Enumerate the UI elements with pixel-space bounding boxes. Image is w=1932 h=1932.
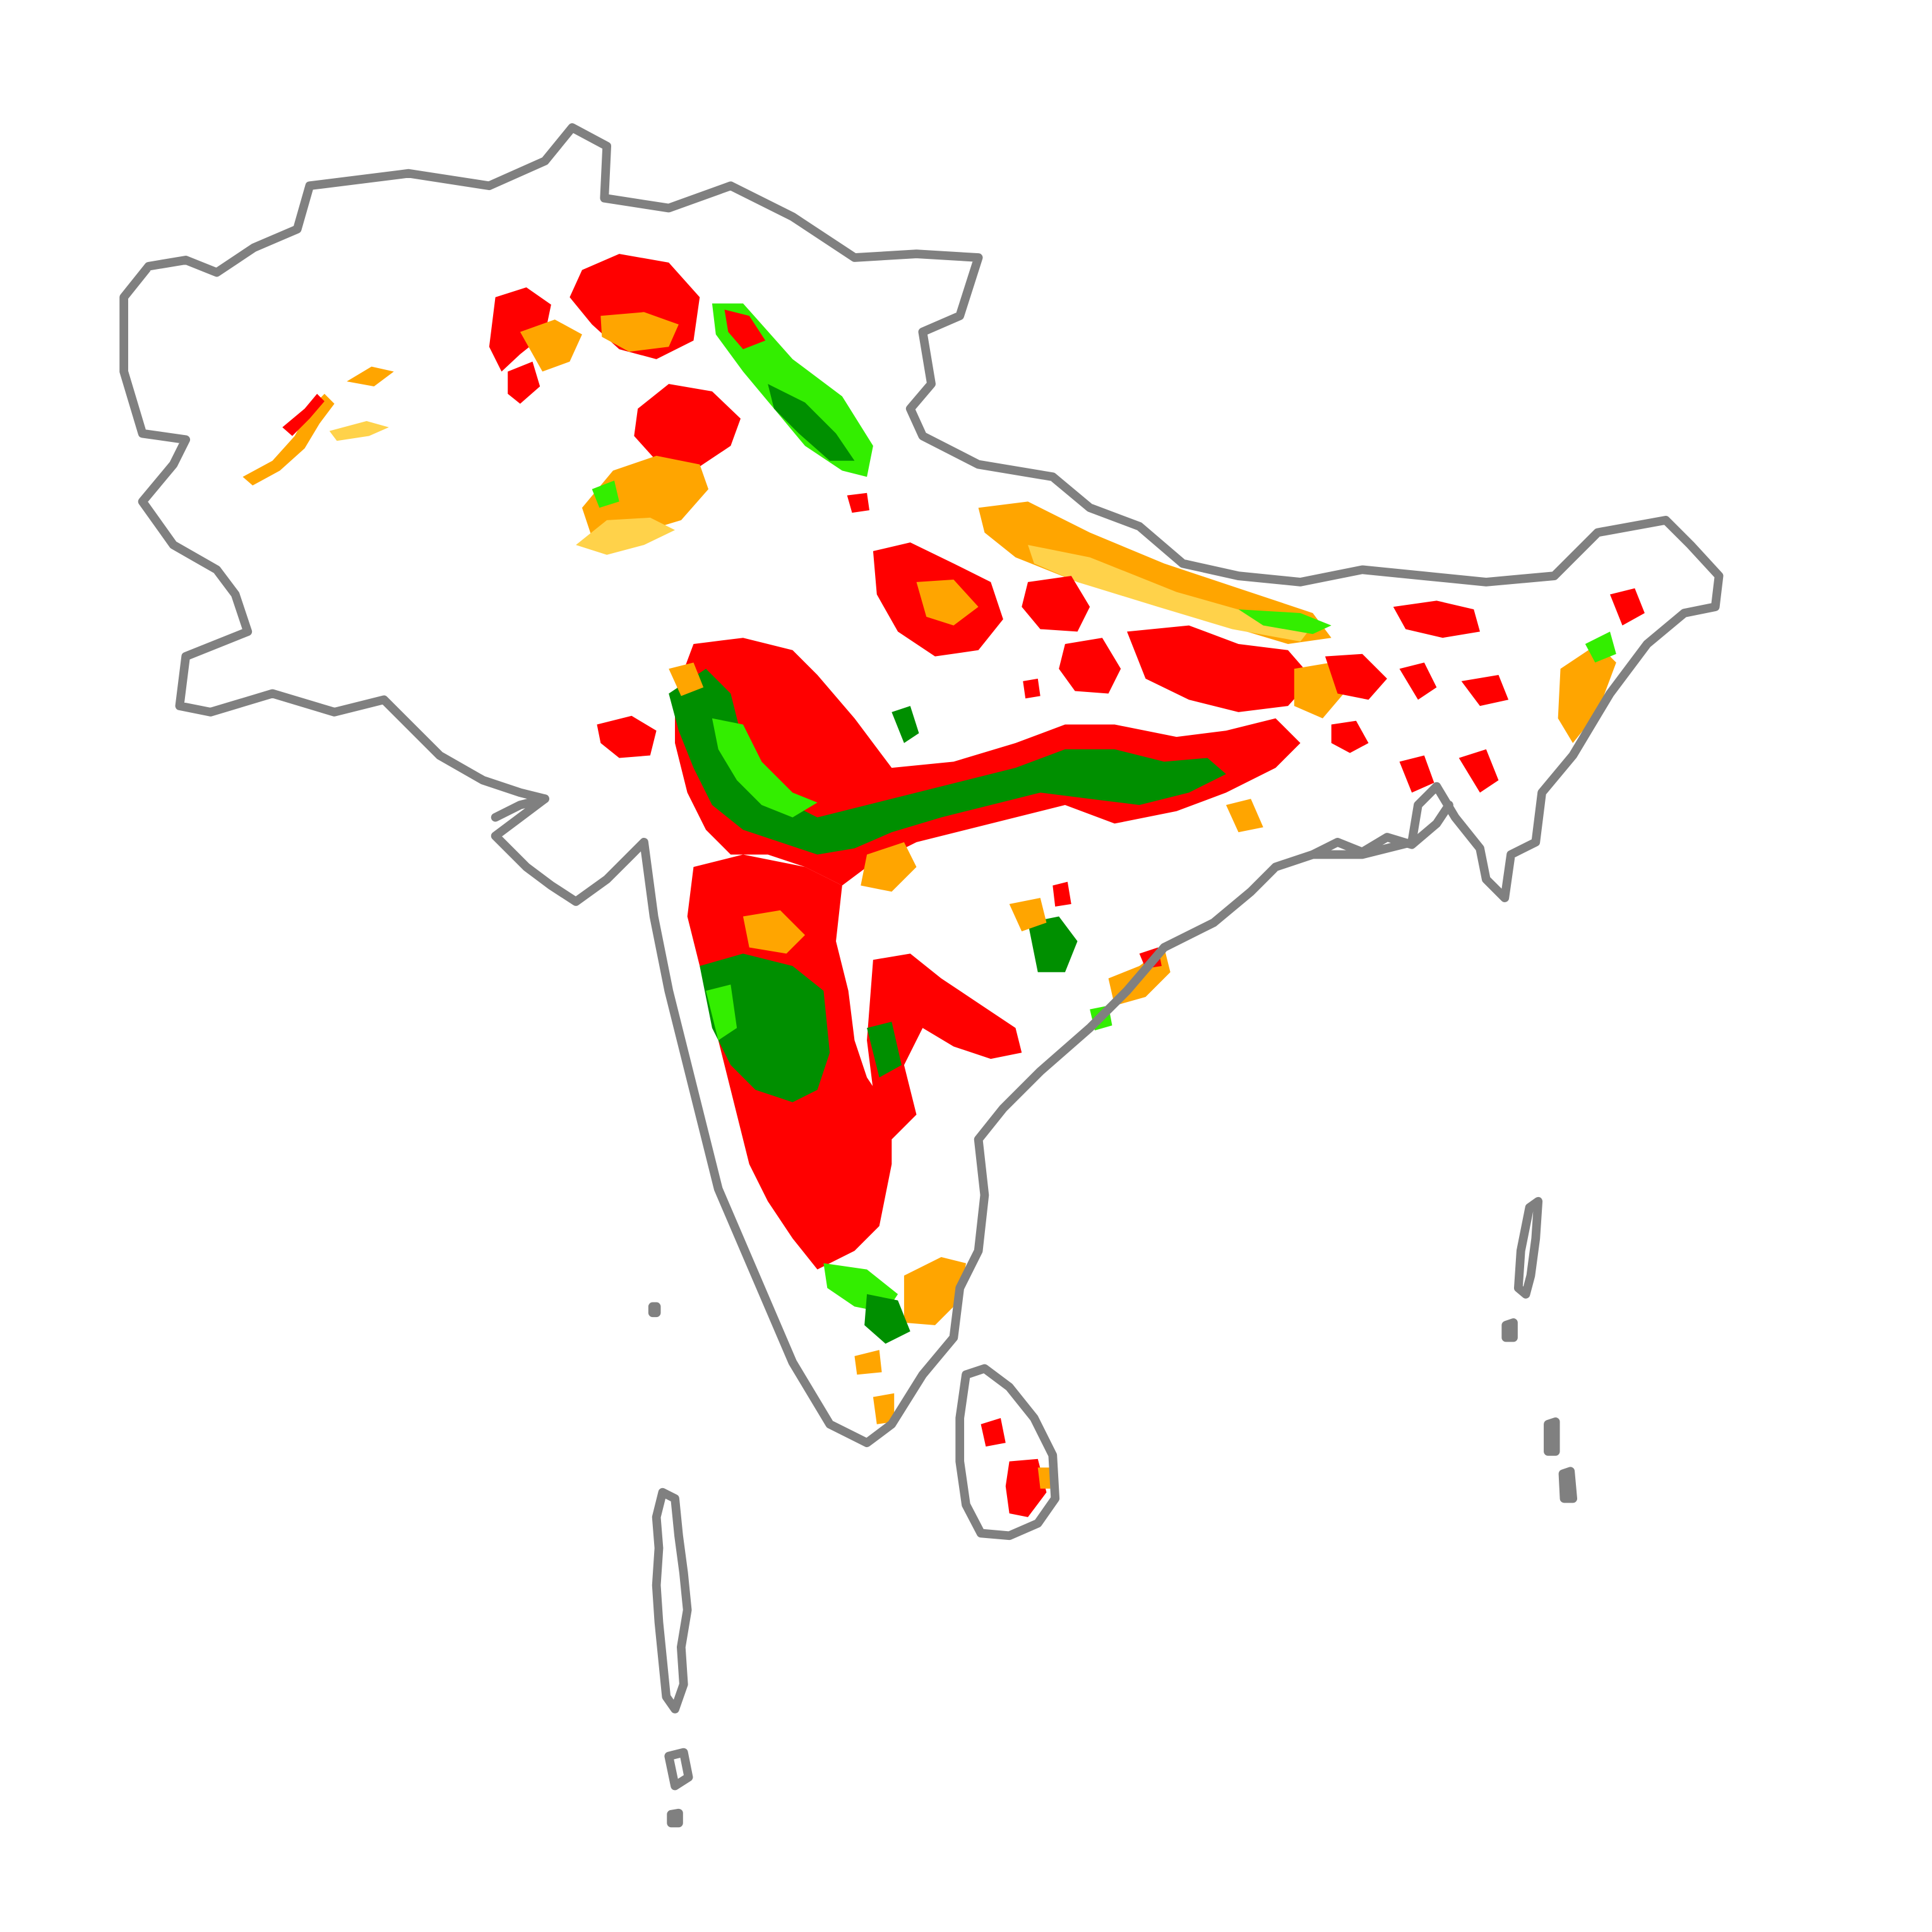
patch-indus-red [634,384,741,471]
patch-malwa-red [597,715,657,758]
patch-ganges-red-small [1023,678,1041,699]
patch-south-darkgreen [864,1294,910,1344]
patch-nepal-yellow [1028,545,1313,642]
colored-patches [242,254,1645,1517]
patch-indus-yellow [576,517,676,555]
patch-ganges-red-4 [1127,625,1313,712]
patch-small-orange-east [1225,799,1263,833]
country-outlines [119,123,1724,1828]
patch-small-green-1 [891,706,919,743]
patch-srilanka-orange [1037,1467,1051,1489]
patch-south-orange-2 [854,1350,882,1375]
patch-nepal-green [1238,609,1332,635]
patch-south-tip-orange [873,1393,895,1424]
patch-himalaya-west-darkgreen [768,384,855,461]
patch-malwa-orange [669,662,704,696]
patch-karakoram-streak-red [508,361,540,404]
patch-himalaya-west-red [724,309,766,350]
patch-central-band-orange [861,842,917,892]
patch-ganges-orange-1 [916,580,979,626]
patch-deccan-darkgreen [700,953,830,1102]
kutch-outline [491,794,549,822]
nicobar-island-2 [1544,1417,1560,1456]
patch-central-band-lightgreen [712,718,818,818]
patch-meghalaya-red [1399,755,1434,793]
patch-karakoram-west-red [489,287,551,372]
andaman-islands-outline [1513,1196,1543,1299]
maldives-atoll-south [664,1748,693,1791]
srilanka-outline [955,1364,1060,1541]
patch-ganges-orange-2 [1294,662,1344,719]
nicobar-island-3 [1558,1467,1578,1503]
patch-odisha-darkgreen [1028,916,1078,972]
bangladesh-coast-detail [1308,801,1453,859]
patch-karakoram-orange [600,312,679,352]
patch-northeast-red-2 [1399,662,1437,700]
patch-northeast-red-1 [1393,600,1481,638]
patch-himalaya-small-red [847,492,869,513]
nicobar-island-1 [1501,1318,1518,1342]
patch-telangana-darkgreen [867,1022,902,1078]
patch-deccan-lightgreen [706,984,737,1041]
mainland-outline [119,123,1724,1448]
lakshadweep-dot [648,1302,661,1318]
patch-srilanka-red-2 [1005,1458,1047,1517]
patch-ganges-red-3 [1059,638,1121,694]
patch-ganges-red-2 [1022,576,1090,632]
patch-northeast-green [1585,631,1616,663]
patch-karakoram-west-orange [520,319,582,372]
patch-central-band-green [669,669,1226,855]
patch-afghan-streak-orange [242,393,335,486]
patch-south-orange [903,1256,966,1325]
maldives-atoll-tip [667,1808,683,1828]
patch-tripura-red [1458,749,1499,793]
patch-northeast-red-3 [1461,675,1509,707]
patch-ganges-red-5 [1325,653,1387,700]
patch-northeast-orange [1558,644,1616,743]
patch-indus-lightgreen [592,480,619,508]
patch-odisha-orange [1009,898,1047,932]
patch-odisha-red-small [1052,881,1071,907]
maldives-chain-outline [652,1488,692,1714]
patch-afghan-streak-orange-2 [347,366,394,386]
patch-deccan-orange [742,910,805,954]
patch-telangana-red [867,953,1022,1140]
patch-nepal-orange [978,501,1332,644]
patch-ganges-red-6 [1331,720,1369,753]
patch-srilanka-red-1 [981,1417,1006,1447]
patch-afghan-streak-yellow [329,420,389,441]
patch-northeast-red-4 [1610,588,1645,626]
patch-afghan-streak-red [282,393,325,436]
